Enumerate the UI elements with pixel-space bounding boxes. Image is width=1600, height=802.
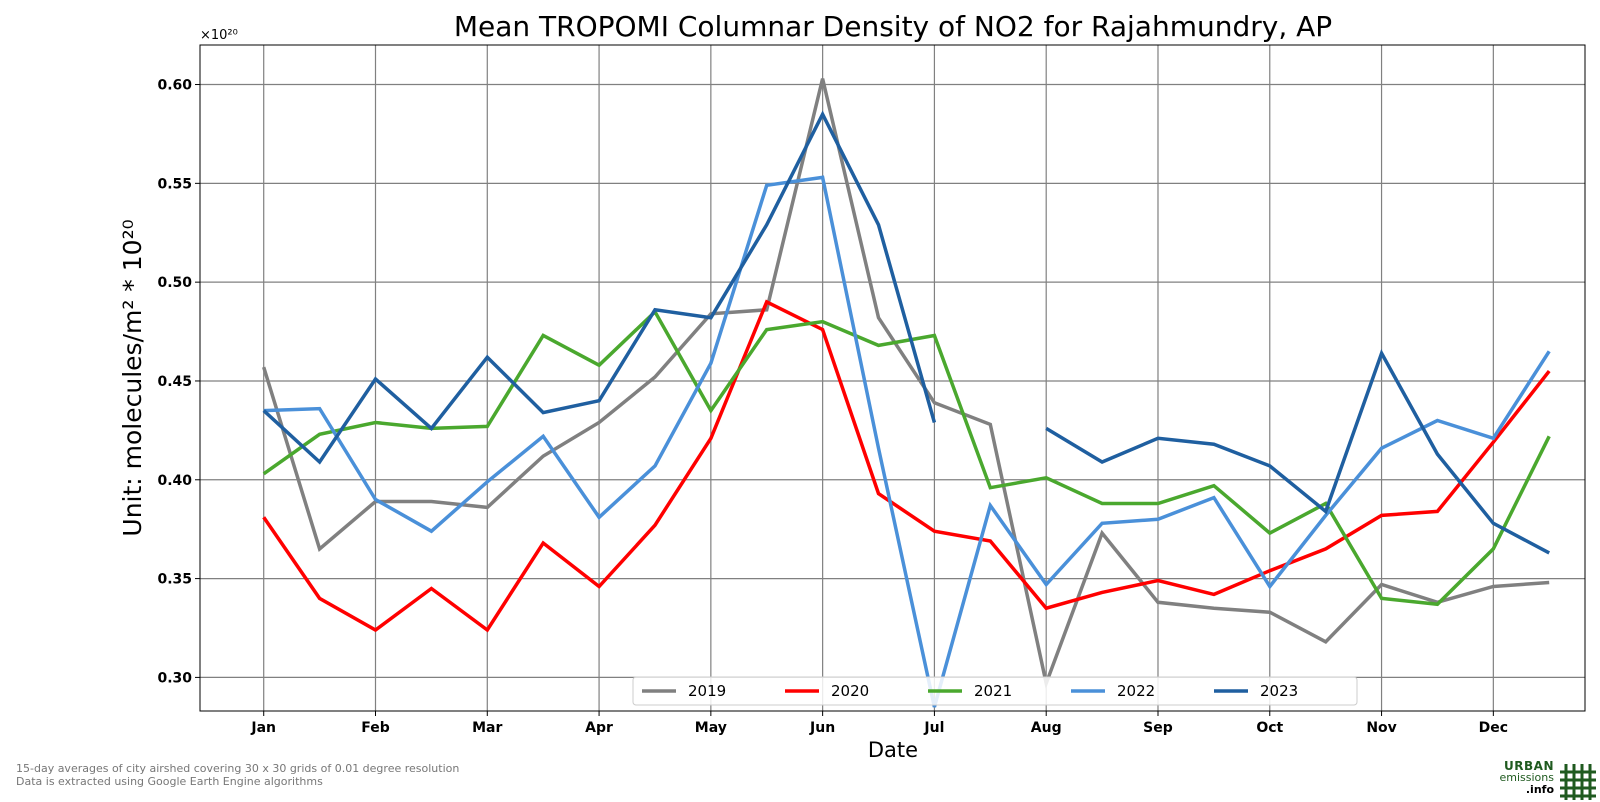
- x-tick-label: Mar: [472, 720, 502, 736]
- series-line-2021: [262, 308, 1551, 607]
- x-tick-label: May: [695, 720, 727, 736]
- x-tick-label: Jun: [809, 720, 835, 736]
- x-tick-label: Jan: [250, 720, 276, 736]
- x-tick-label: Apr: [585, 720, 613, 736]
- footnote: 15-day averages of city airshed covering…: [16, 762, 459, 788]
- series-lines: [262, 78, 1551, 708]
- series-line-2023: [1045, 349, 1551, 555]
- x-axis-label: Date: [868, 738, 918, 762]
- x-tick-label: Dec: [1479, 720, 1508, 736]
- legend-label-2023: 2023: [1260, 682, 1298, 700]
- grid-lines: [200, 45, 1585, 711]
- series-line-2020: [262, 299, 1551, 633]
- x-tick-label: Jul: [923, 720, 944, 736]
- legend-label-2021: 2021: [974, 682, 1012, 700]
- y-tick-label: 0.40: [157, 473, 192, 489]
- x-tick-label: Aug: [1031, 720, 1062, 736]
- series-line-2019: [262, 78, 1550, 690]
- urban-emissions-logo[interactable]: URBAN emissions .info: [1466, 760, 1598, 800]
- x-tick-label: Nov: [1366, 720, 1396, 736]
- x-tick-label: Feb: [361, 720, 390, 736]
- y-tick-label: 0.50: [157, 275, 192, 291]
- logo-text: URBAN emissions .info: [1500, 760, 1555, 796]
- legend: 2019 2020 2021 2022 2023: [632, 676, 1358, 706]
- logo-line-1: URBAN: [1504, 759, 1554, 773]
- legend-label-2019: 2019: [688, 682, 726, 700]
- legend-box: [632, 676, 1358, 706]
- y-tick-label: 0.30: [157, 670, 192, 686]
- chart-title: Mean TROPOMI Columnar Density of NO2 for…: [454, 10, 1332, 43]
- x-tick-labels: Jan Feb Mar Apr May Jun Jul Aug Sep Oct Nov Dec: [250, 711, 1508, 736]
- logo-line-3: .info: [1525, 783, 1554, 796]
- series-line-2022: [263, 175, 1551, 708]
- grid-hash-icon: [1560, 764, 1596, 800]
- y-tick-label: 0.60: [157, 78, 192, 94]
- footnote-line-2: Data is extracted using Google Earth Eng…: [16, 775, 323, 788]
- y-axis-multiplier: ×10²⁰: [200, 28, 238, 43]
- legend-label-2022: 2022: [1117, 682, 1155, 700]
- y-tick-label: 0.55: [157, 176, 192, 192]
- series-line-2023: [262, 110, 937, 465]
- x-tick-label: Sep: [1143, 720, 1173, 736]
- footnote-line-1: 15-day averages of city airshed covering…: [16, 762, 460, 775]
- plot-frame: [199, 44, 1586, 712]
- legend-label-2020: 2020: [831, 682, 869, 700]
- y-tick-label: 0.35: [157, 572, 192, 588]
- x-tick-label: Oct: [1256, 720, 1283, 736]
- y-tick-label: 0.45: [157, 374, 192, 390]
- y-axis-label: Unit: molecules/m² * 10²⁰: [118, 219, 147, 536]
- logo-line-2: emissions: [1499, 771, 1555, 784]
- y-tick-labels: 0.30 0.35 0.40 0.45 0.50 0.55 0.60: [157, 78, 200, 686]
